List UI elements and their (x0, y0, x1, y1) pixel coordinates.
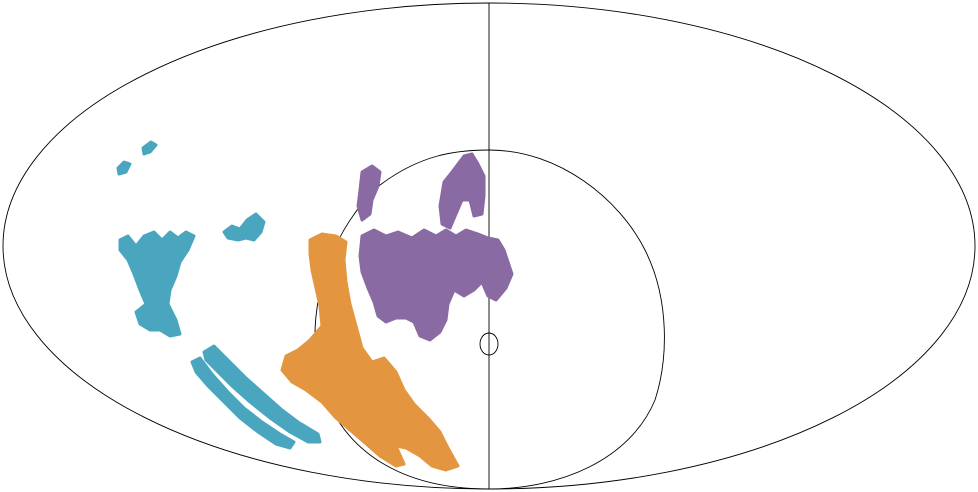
purple-cluster-main (358, 228, 514, 342)
purple-arm-left (356, 164, 382, 222)
small-circle-marker (479, 332, 499, 356)
purple-arm-top (438, 152, 486, 230)
cyan-streak-1 (202, 344, 322, 444)
cyan-patch-mid (222, 212, 266, 242)
region-orange-group (280, 232, 460, 472)
region-purple-group (356, 152, 514, 342)
cyan-patch-small-1 (116, 160, 132, 176)
cyan-cluster-main (118, 230, 196, 338)
region-cyan-group (116, 140, 322, 450)
cyan-patch-small-2 (141, 140, 158, 156)
cyan-streak-2 (190, 356, 296, 450)
orange-cluster (280, 232, 460, 472)
